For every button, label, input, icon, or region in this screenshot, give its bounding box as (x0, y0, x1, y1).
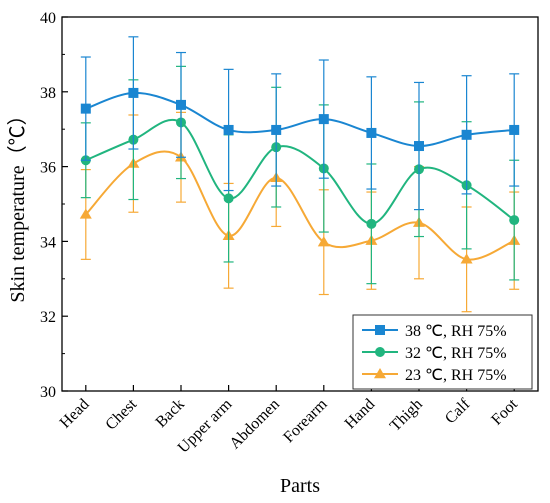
data-point (460, 253, 473, 264)
x-tick-label: Abdomen (226, 396, 283, 453)
legend-marker (375, 325, 385, 335)
x-tick-label: Head (57, 396, 93, 432)
y-tick-label: 32 (40, 309, 56, 326)
y-tick-label: 38 (40, 85, 56, 102)
data-point (176, 99, 186, 110)
data-point (366, 218, 377, 229)
data-point (317, 236, 330, 247)
series-2 (79, 111, 521, 313)
y-tick-label: 30 (40, 384, 56, 401)
legend-label: 38 ℃, RH 75% (405, 323, 507, 340)
y-tick-label: 34 (40, 234, 56, 251)
series-line (85, 150, 515, 261)
x-tick-label: Thigh (387, 396, 426, 435)
y-tick-label: 40 (40, 10, 56, 27)
data-point (461, 129, 472, 140)
x-tick-label: Chest (102, 395, 140, 433)
data-point (509, 215, 520, 226)
data-point (223, 193, 234, 204)
y-axis-title: Skin temperature（℃） (6, 105, 29, 302)
data-point (79, 208, 92, 219)
series-0 (80, 36, 520, 211)
x-tick-label: Hand (342, 396, 379, 433)
y-axis-ticks: 30 32 34 36 38 40 (40, 10, 68, 401)
x-tick-label: Foot (488, 395, 521, 428)
legend: 38 ℃, RH 75% 32 ℃, RH 75% 23 ℃, RH 75% (352, 314, 533, 390)
x-axis-title: Parts (280, 475, 320, 497)
series-line (85, 119, 515, 225)
data-point (509, 124, 520, 135)
legend-label: 23 ℃, RH 75% (405, 367, 507, 384)
data-point (80, 103, 91, 114)
series-line (85, 91, 515, 148)
data-point (414, 141, 424, 152)
legend-label: 32 ℃, RH 75% (405, 345, 507, 362)
data-point (366, 127, 377, 138)
legend-marker (375, 347, 385, 357)
x-tick-label: Calf (442, 395, 474, 427)
data-point (318, 114, 329, 125)
y-tick-label: 36 (40, 160, 56, 177)
series-layer (79, 36, 521, 313)
data-point (223, 124, 234, 135)
data-point (128, 87, 139, 98)
x-tick-label: Forearm (280, 395, 331, 446)
data-point (271, 124, 282, 135)
x-tick-label: Back (153, 396, 188, 431)
legend-marker (374, 368, 386, 379)
